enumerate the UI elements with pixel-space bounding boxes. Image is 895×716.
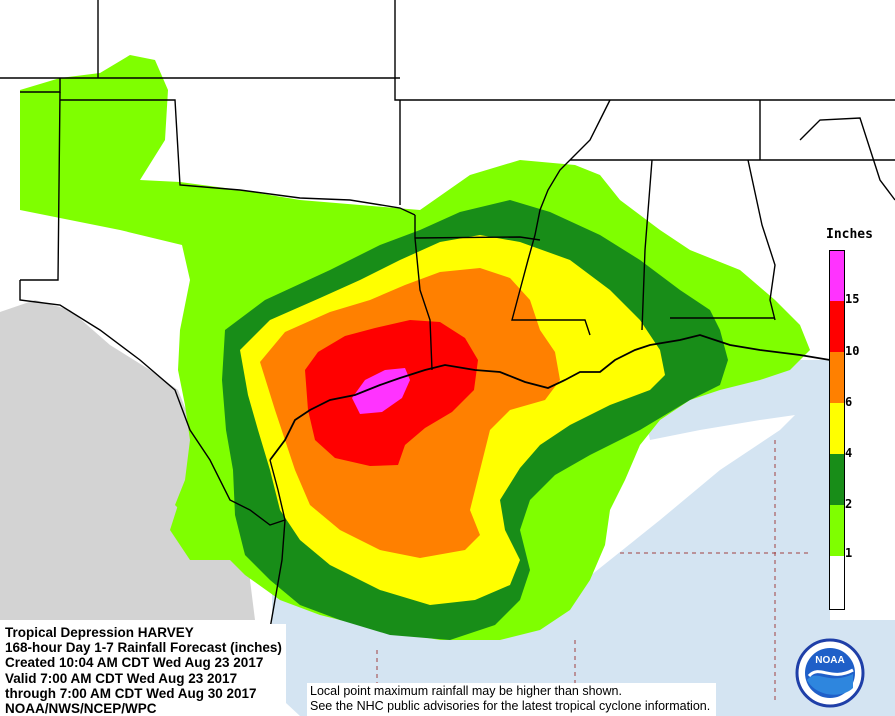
gulf-coastline [269,334,831,461]
noaa-logo-text: NOAA [815,655,844,666]
created-time: Created 10:04 AM CDT Wed Aug 23 2017 [5,655,264,671]
legend-swatch-1-2 [830,505,844,556]
legend-tick-4: 4 [845,446,853,460]
forecast-description: 168-hour Day 1-7 Rainfall Forecast (inch… [5,640,282,656]
maritime-lines [376,440,810,700]
contour-1in-island [170,500,240,560]
legend-tick-6: 6 [845,395,853,409]
valid-end: through 7:00 AM CDT Wed Aug 30 2017 [5,685,257,701]
disclaimer-line-2: See the NHC public advisories for the la… [310,699,711,713]
storm-name: Tropical Depression HARVEY [5,625,194,640]
disclaimer: Local point maximum rainfall may be high… [307,683,717,716]
forecast-info: Tropical Depression HARVEY 168-hour Day … [3,624,286,716]
disclaimer-line-1: Local point maximum rainfall may be high… [310,684,622,698]
valid-start: Valid 7:00 AM CDT Wed Aug 23 2017 [5,670,238,686]
legend-swatch-2-4 [830,454,844,505]
legend-tick-2: 2 [845,497,853,511]
legend-swatch-6-10 [830,352,844,403]
agency-credit: NOAA/NWS/NCEP/WPC [5,701,157,716]
legend-tick-1: 1 [845,546,853,560]
legend-tick-10: 10 [845,344,860,358]
legend-swatch-10-15 [830,301,844,352]
legend-swatch-4-6 [830,403,844,454]
legend-tick-15: 15 [845,292,860,306]
noaa-logo-icon: NOAA [795,638,865,708]
legend-swatch-15plus [830,251,844,301]
texas-southwest-border [19,280,286,526]
legend-colorbar [829,250,845,610]
boundaries [0,0,895,371]
legend-title: Inches [826,227,873,242]
legend-swatch-0-1 [830,556,844,609]
